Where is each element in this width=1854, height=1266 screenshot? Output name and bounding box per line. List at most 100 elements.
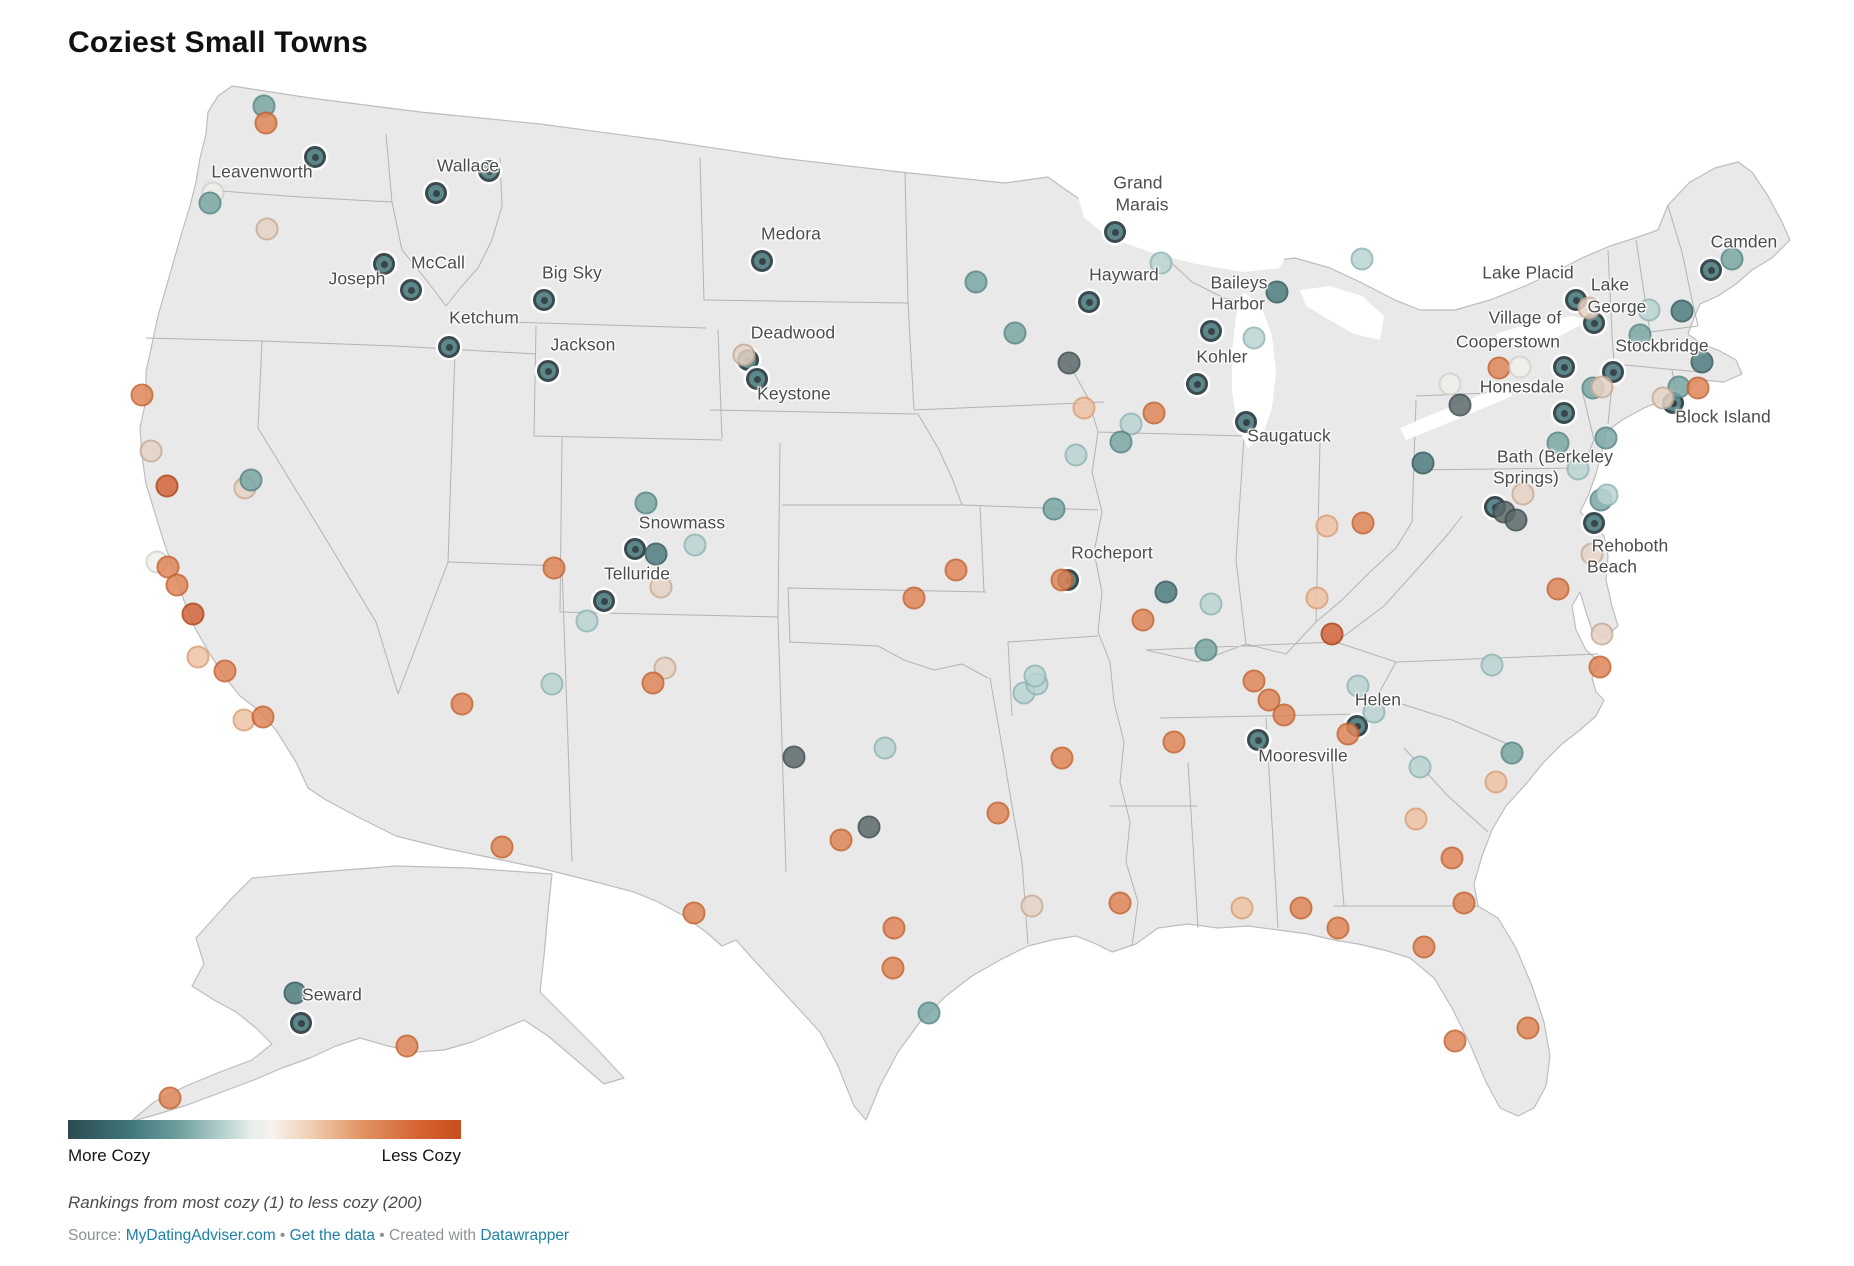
map-dot[interactable] xyxy=(1326,916,1350,940)
map-dot[interactable] xyxy=(540,672,564,696)
map-dot[interactable] xyxy=(1508,355,1532,379)
map-dot[interactable] xyxy=(490,835,514,859)
map-dot[interactable] xyxy=(1484,770,1508,794)
map-dot-hayward[interactable] xyxy=(1078,291,1100,313)
map-dot[interactable] xyxy=(1546,577,1570,601)
map-dot[interactable] xyxy=(1108,891,1132,915)
map-dot-leavenworth[interactable] xyxy=(304,146,326,168)
map-dot-village-of-cooperstown[interactable] xyxy=(1553,356,1575,378)
map-dot[interactable] xyxy=(1194,638,1218,662)
map-dot[interactable] xyxy=(1064,443,1088,467)
datawrapper-link[interactable]: Datawrapper xyxy=(480,1227,570,1244)
map-dot[interactable] xyxy=(1023,664,1047,688)
map-dot[interactable] xyxy=(1690,350,1714,374)
map-dot-seward[interactable] xyxy=(290,1012,312,1034)
map-dot-keystone[interactable] xyxy=(746,368,768,390)
map-dot[interactable] xyxy=(829,828,853,852)
map-dot-snowmass[interactable] xyxy=(624,538,646,560)
map-dot[interactable] xyxy=(682,901,706,925)
map-dot[interactable] xyxy=(634,491,658,515)
map-dot[interactable] xyxy=(239,468,263,492)
map-dot[interactable] xyxy=(155,474,179,498)
map-dot[interactable] xyxy=(1119,412,1143,436)
map-dot[interactable] xyxy=(1003,321,1027,345)
map-dot[interactable] xyxy=(283,981,307,1005)
map-dot[interactable] xyxy=(944,558,968,582)
map-dot[interactable] xyxy=(1109,430,1133,454)
map-dot[interactable] xyxy=(1412,935,1436,959)
map-dot[interactable] xyxy=(917,1001,941,1025)
source-link[interactable]: MyDatingAdviser.com xyxy=(125,1227,276,1244)
map-dot[interactable] xyxy=(158,1086,182,1110)
map-dot[interactable] xyxy=(1131,608,1155,632)
map-dot[interactable] xyxy=(1242,669,1266,693)
map-dot[interactable] xyxy=(881,956,905,980)
map-dot[interactable] xyxy=(1594,426,1618,450)
map-dot[interactable] xyxy=(1580,542,1604,566)
map-dot-ketchum[interactable] xyxy=(438,336,460,358)
map-dot[interactable] xyxy=(782,745,806,769)
map-dot-rehoboth-beach[interactable] xyxy=(1583,512,1605,534)
map-dot[interactable] xyxy=(181,602,205,626)
map-dot-jackson[interactable] xyxy=(537,360,559,382)
map-dot[interactable] xyxy=(1050,568,1074,592)
map-dot[interactable] xyxy=(1443,1029,1467,1053)
map-dot[interactable] xyxy=(1154,580,1178,604)
get-the-data-link[interactable]: Get the data xyxy=(289,1227,375,1244)
map-dot[interactable] xyxy=(649,575,673,599)
map-dot[interactable] xyxy=(882,916,906,940)
map-dot[interactable] xyxy=(1289,896,1313,920)
map-dot[interactable] xyxy=(1637,298,1661,322)
map-dot[interactable] xyxy=(1315,514,1339,538)
map-dot-telluride[interactable] xyxy=(593,590,615,612)
map-dot[interactable] xyxy=(1670,299,1694,323)
map-dot[interactable] xyxy=(1257,688,1281,712)
map-dot-wallace-2[interactable] xyxy=(425,182,447,204)
map-dot-big-sky[interactable] xyxy=(533,289,555,311)
map-dot[interactable] xyxy=(644,542,668,566)
map-dot[interactable] xyxy=(1511,482,1535,506)
map-dot[interactable] xyxy=(1050,746,1074,770)
map-dot[interactable] xyxy=(986,801,1010,825)
map-dot[interactable] xyxy=(1440,846,1464,870)
map-dot[interactable] xyxy=(1265,280,1289,304)
map-dot[interactable] xyxy=(139,439,163,463)
map-dot[interactable] xyxy=(1408,755,1432,779)
map-dot[interactable] xyxy=(1720,247,1744,271)
map-dot[interactable] xyxy=(254,111,278,135)
map-dot[interactable] xyxy=(641,671,665,695)
map-dot[interactable] xyxy=(1590,375,1614,399)
map-dot[interactable] xyxy=(1448,393,1472,417)
map-dot[interactable] xyxy=(1272,703,1296,727)
map-dot[interactable] xyxy=(1504,508,1528,532)
map-dot-medora[interactable] xyxy=(751,250,773,272)
map-dot-mccall[interactable] xyxy=(400,279,422,301)
map-dot-saugatuck[interactable] xyxy=(1235,411,1257,433)
map-dot[interactable] xyxy=(1411,451,1435,475)
map-dot[interactable] xyxy=(964,270,988,294)
map-dot-joseph[interactable] xyxy=(373,253,395,275)
map-dot[interactable] xyxy=(902,586,926,610)
map-dot-kohler[interactable] xyxy=(1186,373,1208,395)
map-dot[interactable] xyxy=(1516,1016,1540,1040)
map-dot[interactable] xyxy=(1242,326,1266,350)
map-dot[interactable] xyxy=(395,1034,419,1058)
map-dot[interactable] xyxy=(1362,700,1386,724)
map-dot[interactable] xyxy=(165,573,189,597)
map-dot[interactable] xyxy=(1452,891,1476,915)
map-dot[interactable] xyxy=(1595,483,1619,507)
map-dot[interactable] xyxy=(1500,741,1524,765)
map-dot[interactable] xyxy=(1350,247,1374,271)
map-dot[interactable] xyxy=(732,343,756,367)
map-dot[interactable] xyxy=(873,736,897,760)
map-dot[interactable] xyxy=(1351,511,1375,535)
map-dot-baileys-harbor[interactable] xyxy=(1200,320,1222,342)
map-dot[interactable] xyxy=(1142,401,1166,425)
map-dot[interactable] xyxy=(1566,457,1590,481)
map-dot[interactable] xyxy=(1346,674,1370,698)
map-dot[interactable] xyxy=(251,705,275,729)
map-dot[interactable] xyxy=(683,533,707,557)
map-dot[interactable] xyxy=(1230,896,1254,920)
map-dot[interactable] xyxy=(130,383,154,407)
map-dot[interactable] xyxy=(1651,386,1675,410)
